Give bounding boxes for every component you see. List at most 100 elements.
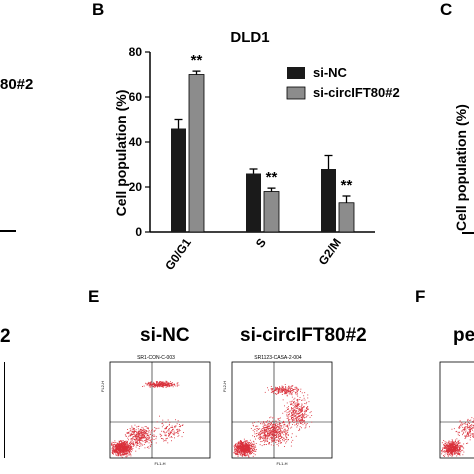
bar-s-si-nc	[246, 173, 261, 232]
flow-event-dot	[285, 393, 287, 395]
flow-event-dot	[259, 431, 261, 433]
flow-event-dot	[125, 453, 127, 455]
flow-event-dot	[288, 406, 289, 408]
flow-event-dot	[448, 452, 450, 454]
flow-event-dot	[114, 444, 116, 445]
flow-event-dot	[148, 431, 149, 433]
flow-event-dot	[451, 428, 453, 430]
bar-g0g1-si-circift80	[188, 74, 205, 233]
flow-event-dot	[454, 446, 456, 448]
flow-event-dot	[168, 383, 170, 385]
flow-event-dot	[254, 428, 256, 430]
flow-event-dot	[172, 427, 174, 428]
flow-event-dot	[245, 444, 246, 445]
flow-event-dot	[458, 432, 460, 434]
flow-event-dot	[290, 445, 292, 447]
flow-event-dot	[458, 452, 460, 454]
flow-event-dot	[462, 454, 464, 456]
flow-event-dot	[294, 424, 296, 426]
flow-event-dot	[146, 433, 148, 434]
flow-event-dot	[127, 442, 128, 444]
flow-event-dot	[115, 447, 117, 448]
flow-event-dot	[168, 386, 170, 388]
flow-event-dot	[259, 428, 261, 430]
flow-event-dot	[263, 422, 265, 423]
flow-event-dot	[240, 441, 242, 443]
flow-event-dot	[178, 384, 180, 386]
flow-event-dot	[280, 390, 281, 392]
flow-event-dot	[250, 445, 252, 447]
flow-event-dot	[124, 447, 126, 449]
flow-event-dot	[286, 418, 288, 419]
flow-event-dot	[264, 441, 265, 443]
flow-event-dot	[118, 455, 120, 457]
flow-event-dot	[119, 450, 120, 452]
flow-event-dot	[279, 387, 281, 388]
flow-event-dot	[154, 430, 156, 431]
flow-event-dot	[306, 407, 307, 409]
flow-event-dot	[117, 452, 119, 454]
flow-event-dot	[168, 433, 170, 435]
flow-event-dot	[155, 384, 157, 386]
flow-event-dot	[147, 434, 148, 436]
flow-event-dot	[163, 382, 165, 384]
flow-event-dot	[268, 443, 270, 444]
flow-event-dot	[460, 445, 462, 447]
flow-event-dot	[249, 451, 251, 452]
flow-event-dot	[111, 452, 113, 453]
flow-event-dot	[179, 426, 181, 428]
flow-event-dot	[133, 429, 135, 431]
flow-event-dot	[450, 450, 452, 452]
flow-event-dot	[244, 448, 246, 450]
flow-event-dot	[305, 423, 307, 425]
flow-event-dot	[299, 406, 301, 407]
flow-event-dot	[163, 383, 165, 385]
flow-event-dot	[279, 431, 281, 433]
flow-event-dot	[472, 425, 474, 427]
flow-event-dot	[256, 428, 258, 429]
flow-event-dot	[138, 436, 140, 438]
flow-event-dot	[287, 439, 289, 441]
flow-event-dot	[135, 450, 137, 452]
flow-right-xaxis-label: FL1-H	[276, 461, 287, 466]
flow-event-dot	[153, 383, 154, 385]
flow-event-dot	[293, 401, 294, 403]
flow-event-dot	[176, 429, 178, 431]
flow-event-dot	[442, 447, 444, 449]
flow-event-dot	[306, 401, 308, 403]
flow-event-dot	[452, 442, 454, 444]
flow-event-dot	[144, 440, 146, 441]
flow-event-dot	[302, 415, 304, 417]
flow-event-dot	[142, 435, 144, 437]
flow-event-dot	[455, 447, 456, 449]
flow-event-dot	[452, 449, 454, 451]
flow-event-dot	[114, 446, 116, 448]
flow-event-dot	[160, 381, 161, 383]
flow-event-dot	[119, 444, 120, 446]
flow-event-dot	[291, 403, 293, 405]
flow-event-dot	[138, 425, 140, 427]
flow-event-dot	[133, 444, 135, 446]
flow-event-dot	[449, 441, 451, 443]
flow-event-dot	[453, 449, 455, 451]
flow-event-dot	[271, 432, 273, 434]
flow-event-dot	[120, 445, 122, 447]
flow-event-dot	[472, 435, 473, 437]
flow-event-dot	[118, 452, 120, 454]
flow-event-dot	[150, 441, 152, 443]
flow-event-dot	[246, 443, 247, 444]
flow-event-dot	[138, 430, 140, 432]
flow-event-dot	[283, 430, 285, 432]
flow-event-dot	[271, 441, 273, 443]
flow-event-dot	[270, 432, 271, 434]
flow-event-dot	[278, 427, 280, 428]
flow-event-dot	[248, 445, 250, 447]
flow-event-dot	[119, 446, 120, 448]
flow-event-dot	[141, 426, 143, 428]
flow-event-dot	[120, 441, 122, 442]
flow-event-dot	[245, 440, 247, 442]
flow-event-dot	[164, 433, 166, 435]
flow-event-dot	[126, 454, 128, 456]
flow-event-dot	[448, 442, 450, 443]
flow-event-dot	[277, 387, 278, 389]
